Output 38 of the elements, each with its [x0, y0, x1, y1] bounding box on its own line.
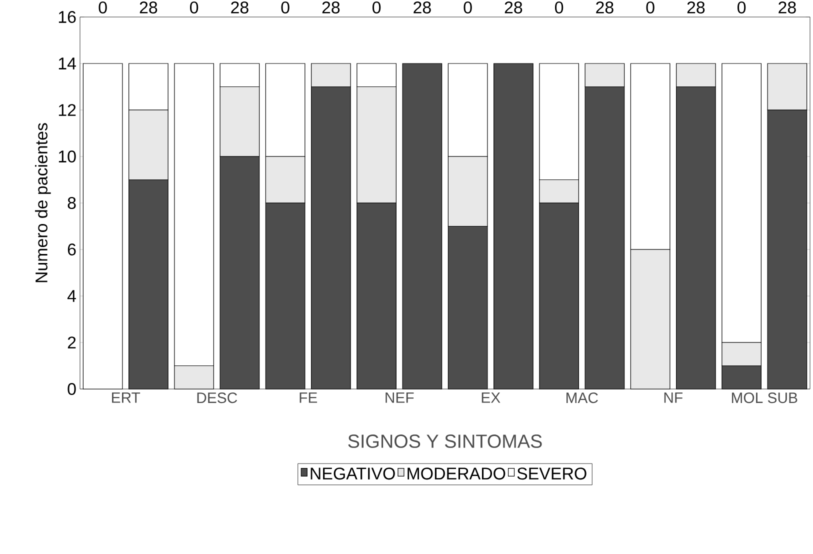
text: EX: [482, 392, 500, 403]
x-tick-label: 0: [646, 1, 654, 14]
x-axis-title: SIGNOS Y SINTOMAS: [348, 434, 542, 448]
x-tick-label: 28: [322, 1, 340, 14]
y-tick-label: 4: [67, 290, 76, 302]
x-tick-label: 0: [372, 1, 381, 14]
x-tick-label: 0: [464, 1, 472, 14]
y-tick-label: 0: [68, 383, 76, 395]
x-tick-label: 28: [596, 1, 614, 14]
legend-label: NEGATIVO: [310, 468, 395, 480]
text: FE: [300, 392, 318, 403]
text: DESC: [197, 392, 238, 404]
y-tick-label: 8: [68, 197, 76, 209]
y-tick-label: 2: [68, 336, 76, 348]
text: MAC: [566, 392, 598, 404]
y-tick-label: 16: [58, 11, 76, 23]
x-tick-label: 28: [414, 1, 431, 14]
text: NEF: [386, 392, 414, 403]
y-axis-title: Numero de pacientes: [35, 123, 51, 282]
x-tick-label: 28: [140, 1, 158, 14]
y-tick-label: 14: [58, 58, 76, 70]
x-tick-label: 28: [687, 1, 705, 14]
x-tick-label: 0: [555, 1, 564, 14]
legend-label: MODERADO: [408, 468, 506, 480]
legend-label: SEVERO: [517, 468, 586, 480]
y-tick-label: 6: [68, 244, 76, 256]
x-tick-label: 28: [231, 1, 248, 14]
x-tick-label: 0: [98, 1, 107, 14]
x-tick-label: 0: [738, 1, 746, 14]
y-tick-label: 12: [58, 104, 76, 116]
x-tick-label: 0: [281, 1, 290, 14]
x-tick-label: 28: [504, 1, 522, 14]
x-tick-label: 0: [190, 1, 198, 14]
text: ERT: [112, 392, 140, 403]
text: MOL SUB: [732, 392, 798, 404]
y-tick-label: 10: [58, 150, 76, 162]
x-tick-label: 28: [778, 1, 796, 14]
text: NF: [664, 392, 682, 403]
